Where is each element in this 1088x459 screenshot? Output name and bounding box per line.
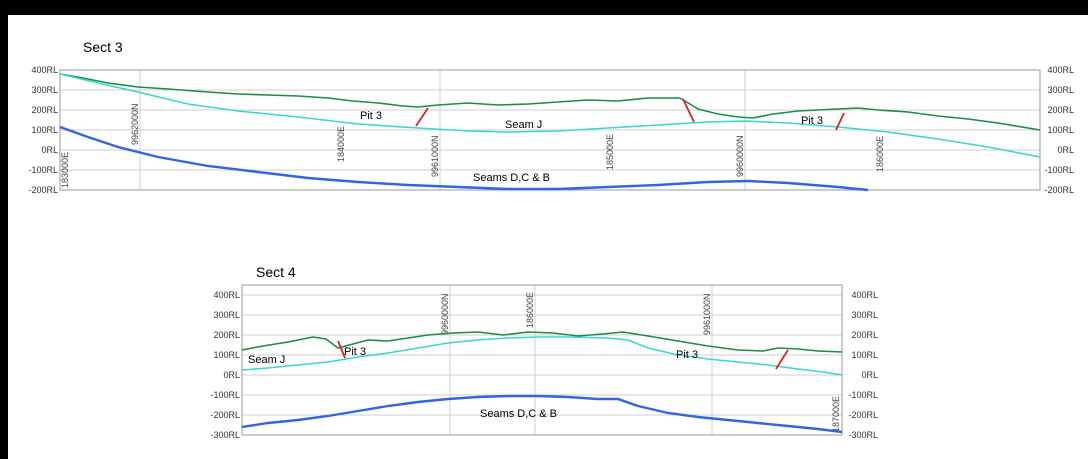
section-4-rl-label-left: 400RL (213, 290, 240, 300)
section-3-annotation: Pit 3 (360, 110, 382, 122)
section-4-rl-label-left: -200RL (210, 410, 240, 420)
section-3-rl-label-right: -200RL (1044, 185, 1074, 195)
section-3-rl-label-left: 300RL (31, 85, 58, 95)
section-3-rl-label-left: 100RL (31, 125, 58, 135)
section-3-coord-label: 186000E (875, 136, 885, 172)
section-3-pit-marker (835, 112, 845, 131)
section-3-rl-label-left: 200RL (31, 105, 58, 115)
section-4-surface-line (241, 331, 843, 353)
section-4-rl-label-left: 0RL (223, 370, 240, 380)
section-4-coord-label: 187000E (831, 396, 841, 432)
section-3-rl-label-left: 0RL (41, 145, 58, 155)
section-4-rl-label-left: -100RL (210, 390, 240, 400)
section-4-rl-label-right: -300RL (848, 430, 878, 440)
section-3-annotation: Pit 3 (801, 115, 823, 127)
section-4-rl-label-left: 100RL (213, 350, 240, 360)
section-4-seam-j-line (241, 336, 843, 376)
section-4-rl-label-right: 200RL (851, 330, 878, 340)
cross-sections-svg: Sect 3 400RL 300RL 200RL 100RL 0RL -100R… (28, 39, 1074, 440)
section-3-rl-label-right: 200RL (1047, 105, 1074, 115)
section-3-coord-label: 9962000N (130, 103, 140, 145)
section-4-rl-label-right: 300RL (851, 310, 878, 320)
section-4-annotation: Seams D,C & B (480, 408, 557, 420)
section-3-rl-label-right: 0RL (1057, 145, 1074, 155)
section-4-rl-label-right: 100RL (851, 350, 878, 360)
section-4-annotation: Seam J (248, 354, 285, 366)
section-3-rl-label-left: -100RL (28, 165, 58, 175)
section-3-coord-label: 185000E (605, 134, 615, 170)
section-3-pit-marker (415, 107, 429, 127)
section-4-pit-marker (337, 340, 346, 359)
section-3-title: Sect 3 (83, 39, 123, 55)
section-3-rl-label-right: 100RL (1047, 125, 1074, 135)
section-3-coord-label: 9961000N (430, 135, 440, 177)
section-3-rl-label-right: -100RL (1044, 165, 1074, 175)
section-4-title: Sect 4 (256, 264, 296, 280)
section-4-rl-label-left: 200RL (213, 330, 240, 340)
section-3-annotation: Seams D,C & B (473, 172, 550, 184)
section-3-surface-line (59, 73, 1041, 131)
section-4-frame (241, 284, 843, 436)
section-4-rl-label-right: 0RL (861, 370, 878, 380)
section-4-seams-dcb-line (241, 394, 843, 434)
section-4-annotation: Pit 3 (344, 346, 366, 358)
section-4-rl-label-right: -200RL (848, 410, 878, 420)
section-4: Sect 4 400RL 300RL 200RL 100RL 0RL -100R… (210, 264, 878, 440)
section-3-annotation: Seam J (505, 119, 542, 131)
section-3-coord-label: 183000E (60, 152, 70, 188)
section-3-rl-label-left: 400RL (31, 65, 58, 75)
section-3-coord-label: 184000E (336, 126, 346, 162)
section-3-rl-label-left: -200RL (28, 185, 58, 195)
section-4-rl-label-left: 300RL (213, 310, 240, 320)
cross-section-canvas: Sect 3 400RL 300RL 200RL 100RL 0RL -100R… (8, 15, 1088, 459)
section-3: Sect 3 400RL 300RL 200RL 100RL 0RL -100R… (28, 39, 1074, 195)
section-4-coord-label: 186000E (525, 292, 535, 328)
section-3-rl-label-right: 400RL (1047, 65, 1074, 75)
section-3-pit-marker (682, 98, 695, 123)
section-4-annotation: Pit 3 (676, 349, 698, 361)
section-4-coord-label: 9960000N (440, 293, 450, 335)
section-3-seam-j-line (59, 73, 1041, 158)
section-3-coord-label: 9960000N (735, 135, 745, 177)
section-3-rl-label-right: 300RL (1047, 85, 1074, 95)
section-4-rl-label-left: -300RL (210, 430, 240, 440)
section-4-rl-label-right: -100RL (848, 390, 878, 400)
section-4-coord-label: 9961000N (702, 293, 712, 335)
section-4-rl-label-right: 400RL (851, 290, 878, 300)
section-4-pit-marker (775, 349, 789, 370)
section-3-seams-dcb-line (59, 125, 869, 192)
